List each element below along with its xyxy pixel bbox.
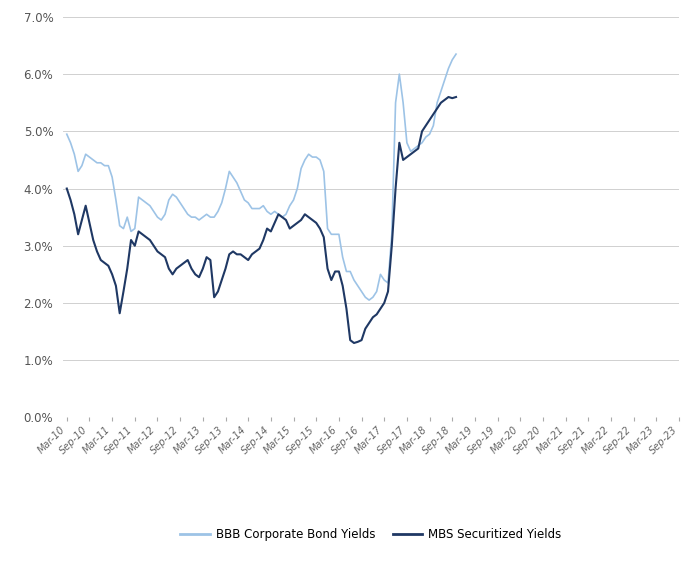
BBB Corporate Bond Yields xyxy=(176,200,184,206)
Line: MBS Securitized Yields: MBS Securitized Yields xyxy=(66,97,456,343)
MBS Securitized Yields xyxy=(421,122,430,129)
MBS Securitized Yields xyxy=(74,231,83,237)
BBB Corporate Bond Yields xyxy=(452,51,460,58)
BBB Corporate Bond Yields xyxy=(62,131,71,138)
MBS Securitized Yields xyxy=(350,340,358,346)
BBB Corporate Bond Yields xyxy=(256,205,264,212)
BBB Corporate Bond Yields xyxy=(365,297,373,303)
Line: BBB Corporate Bond Yields: BBB Corporate Bond Yields xyxy=(66,54,456,300)
BBB Corporate Bond Yields xyxy=(161,211,169,218)
MBS Securitized Yields xyxy=(256,245,264,252)
MBS Securitized Yields xyxy=(62,185,71,192)
MBS Securitized Yields xyxy=(161,254,169,261)
BBB Corporate Bond Yields xyxy=(440,77,449,83)
MBS Securitized Yields xyxy=(176,262,184,269)
BBB Corporate Bond Yields xyxy=(421,134,430,140)
MBS Securitized Yields xyxy=(444,94,453,100)
MBS Securitized Yields xyxy=(452,94,460,100)
MBS Securitized Yields xyxy=(440,96,449,103)
BBB Corporate Bond Yields xyxy=(74,168,83,175)
Legend: BBB Corporate Bond Yields, MBS Securitized Yields: BBB Corporate Bond Yields, MBS Securitiz… xyxy=(176,523,566,546)
